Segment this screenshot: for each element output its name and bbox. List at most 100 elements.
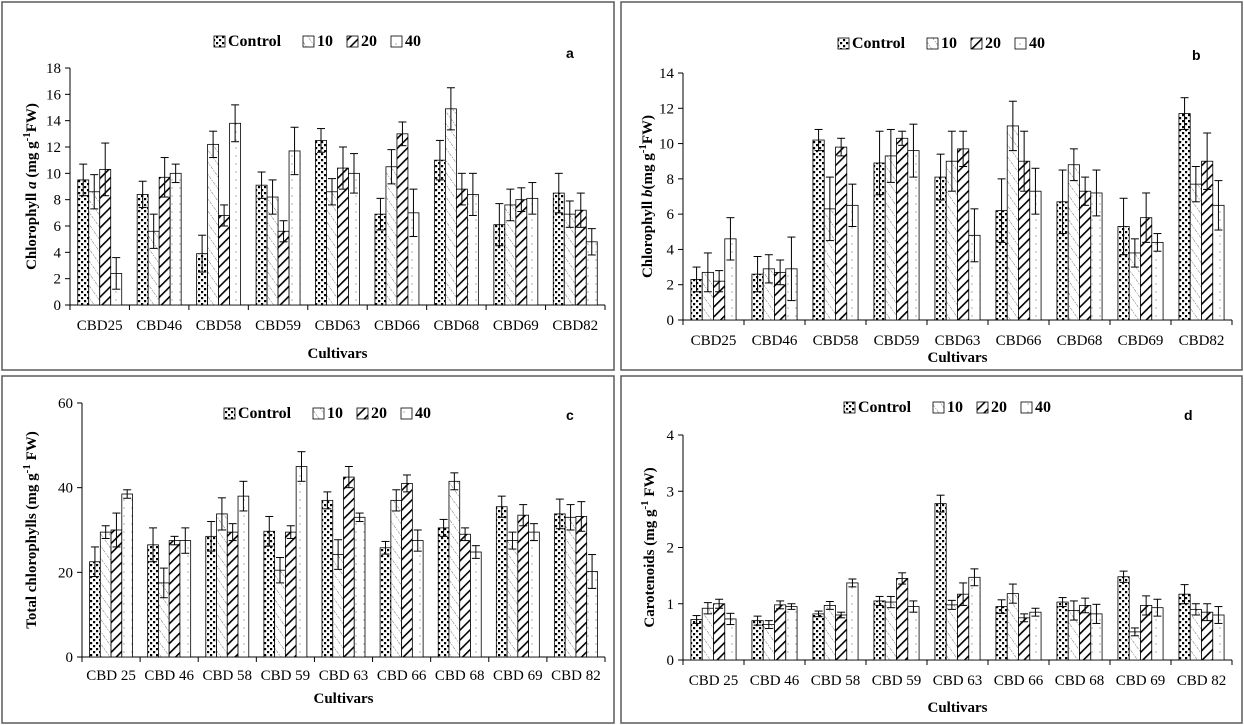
x-tick-label: CBD69 <box>493 318 539 334</box>
legend-swatch-control <box>837 37 850 50</box>
y-tick-label: 2 <box>667 541 675 557</box>
y-tick-label: 14 <box>46 114 62 130</box>
y-tick-label: 6 <box>667 207 675 223</box>
bar-10-cbd82 <box>1189 608 1202 661</box>
y-tick-label: 12 <box>46 140 61 156</box>
bar-40-cbd69 <box>1151 241 1164 321</box>
legend-label-20: 20 <box>361 33 377 50</box>
y-axis-title: Total chlorophylls (mg g-1 FW) <box>21 431 40 629</box>
bar-40-cbd58 <box>846 582 859 661</box>
bar-10-cbd63 <box>332 554 344 658</box>
bar-10-cbd63 <box>326 191 338 306</box>
bar-40-cbd63 <box>353 516 366 658</box>
x-tick-label: CBD25 <box>691 333 737 349</box>
legend-swatch-control <box>223 407 236 420</box>
legend-label-control: Control <box>228 33 282 50</box>
bar-40-cbd46 <box>179 540 192 658</box>
bar-10-cbd68 <box>448 480 461 658</box>
x-tick-label: CBD25 <box>77 318 123 334</box>
legend-label-10: 10 <box>947 399 963 416</box>
bar-20-cbd69 <box>515 199 528 306</box>
y-tick-label: 0 <box>667 653 675 669</box>
bar-20-cbd68 <box>459 533 471 658</box>
bar-control-cbd46 <box>136 193 149 306</box>
bar-40-cbd63 <box>968 576 981 661</box>
x-tick-label: CBD59 <box>874 333 920 349</box>
legend-swatch-40 <box>1020 401 1033 414</box>
bar-20-cbd66 <box>401 483 413 658</box>
x-tick-label: CBD 25 <box>689 673 739 689</box>
y-tick-label: 20 <box>58 565 73 581</box>
x-tick-label: CBD82 <box>552 318 598 334</box>
x-tick-label: CBD 58 <box>811 673 861 689</box>
legend-swatch-10 <box>312 407 325 420</box>
legend-swatch-10 <box>926 37 939 50</box>
x-tick-label: CBD 59 <box>872 673 922 689</box>
bar-40-cbd59 <box>907 606 920 661</box>
x-tick-label: CBD66 <box>374 318 420 334</box>
bar-control-cbd66 <box>379 547 392 658</box>
bar-10-cbd68 <box>1067 164 1080 321</box>
bar-control-cbd68 <box>437 527 450 658</box>
bar-control-cbd69 <box>1117 576 1130 661</box>
panel-c: 0 20 40 60 CBD 25 CBD 46 CBD 58 CBD 59 CBD 63 CBD… <box>1 375 615 724</box>
y-axis-title: Chlorophyll a (mg g-1FW) <box>21 103 40 270</box>
bar-20-cbd46 <box>774 604 787 661</box>
x-tick-label: CBD58 <box>813 333 859 349</box>
legend-label-20: 20 <box>985 35 1001 52</box>
legend-swatch-10 <box>302 35 315 48</box>
x-tick-label: CBD 69 <box>1116 673 1166 689</box>
y-tick-label: 14 <box>659 66 675 82</box>
bar-control-cbd63 <box>315 140 327 306</box>
bar-control-cbd69 <box>495 506 508 658</box>
panel-frame <box>620 375 1243 724</box>
bar-10-cbd82 <box>1189 183 1202 321</box>
bar-40-cbd68 <box>470 551 482 658</box>
bar-control-cbd46 <box>751 620 764 661</box>
bar-control-cbd68 <box>433 159 446 306</box>
bar-20-cbd58 <box>835 614 848 661</box>
panel-letter: c <box>566 407 574 423</box>
panel-b: 0 2 4 6 8 10 12 14 CBD25 CBD46 CBD58 CBD59 CBD63 CBD6… <box>620 1 1243 371</box>
panel-letter: b <box>1192 47 1201 63</box>
bar-20-cbd25 <box>110 529 123 658</box>
x-tick-label: CBD 46 <box>750 673 800 689</box>
y-tick-label: 6 <box>54 219 62 235</box>
bar-20-cbd59 <box>896 137 909 321</box>
bar-control-cbd68 <box>1056 601 1069 661</box>
bar-control-cbd58 <box>812 139 825 321</box>
x-tick-label: CBD58 <box>196 318 242 334</box>
legend-swatch-control <box>843 401 856 414</box>
legend-label-control: Control <box>238 405 292 422</box>
bar-40-cbd59 <box>295 466 308 658</box>
x-axis-title: Cultivars <box>314 691 374 707</box>
bar-10-cbd82 <box>564 516 577 658</box>
bar-20-cbd66 <box>1018 617 1031 661</box>
bar-20-cbd69 <box>517 514 529 658</box>
bar-40-cbd46 <box>785 606 798 661</box>
bar-20-cbd66 <box>396 133 409 306</box>
x-tick-label: CBD 82 <box>551 668 601 684</box>
bar-40-cbd58 <box>237 495 250 658</box>
legend-label-40: 40 <box>405 33 421 50</box>
bar-40-cbd66 <box>411 540 424 658</box>
x-tick-label: CBD63 <box>315 318 361 334</box>
legend-label-10: 10 <box>941 35 957 52</box>
x-tick-label: CBD82 <box>1179 333 1225 349</box>
bar-10-cbd66 <box>390 499 403 658</box>
y-tick-label: 10 <box>659 137 674 153</box>
bar-control-cbd58 <box>812 613 825 661</box>
y-axis-title: Carotenoids (mg g-1 FW) <box>639 467 658 627</box>
y-tick-label: 2 <box>667 278 675 294</box>
y-tick-label: 18 <box>46 61 61 77</box>
y-tick-label: 60 <box>58 396 73 412</box>
x-tick-label: CBD 68 <box>1055 673 1105 689</box>
x-tick-label: CBD 58 <box>202 668 252 684</box>
bar-40-cbd58 <box>229 122 242 306</box>
panel-a: 0 2 4 6 8 10 12 14 16 18 CBD25 CBD46 CBD58 CBD59 CBD63… <box>1 1 615 371</box>
x-tick-label: CBD68 <box>1057 333 1103 349</box>
bar-control-cbd59 <box>263 530 276 658</box>
y-tick-label: 40 <box>58 481 73 497</box>
bar-control-cbd59 <box>873 600 886 661</box>
bar-control-cbd25 <box>690 619 703 661</box>
